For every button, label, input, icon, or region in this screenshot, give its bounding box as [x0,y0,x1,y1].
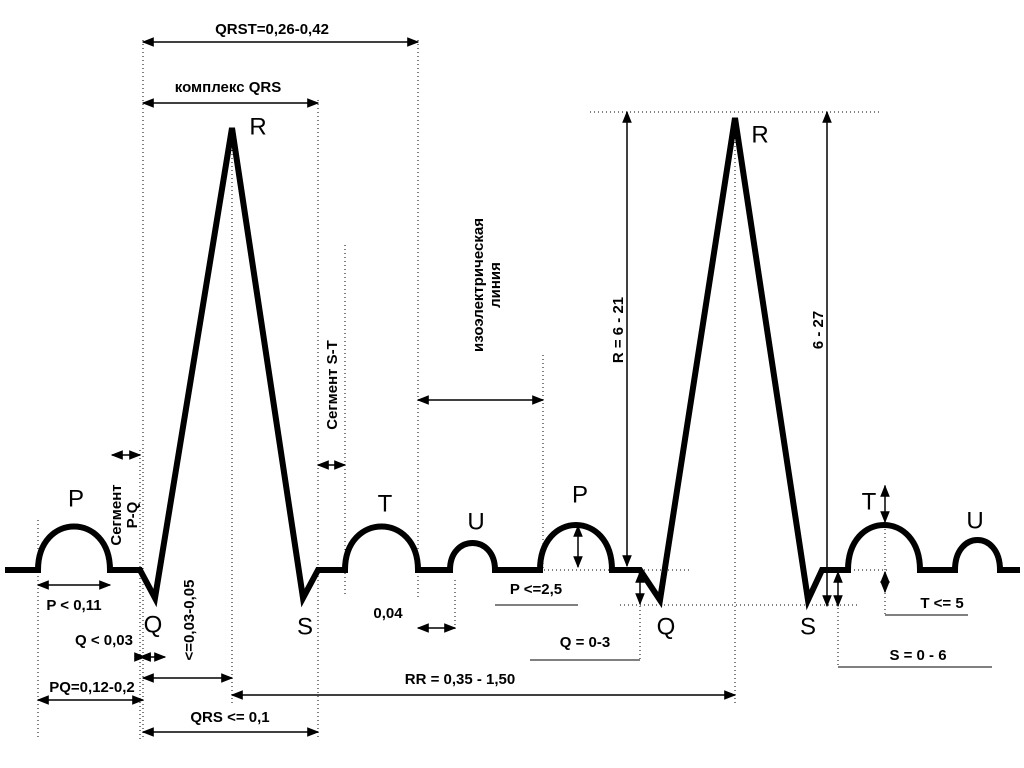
wave-label: S [800,613,816,640]
label: RR = 0,35 - 1,50 [405,671,515,688]
label: Сегмент S-T [324,340,341,430]
label: Сегмент [108,484,125,545]
wave-label: U [966,507,983,534]
label: PQ=0,12-0,2 [49,679,134,696]
wave-label: S [297,613,313,640]
label: Q < 0,03 [75,632,133,649]
label: R = 6 - 21 [610,297,627,363]
wave-label: Q [144,611,163,638]
wave-label: Q [657,613,676,640]
wave-label: T [862,488,877,515]
label: QRS <= 0,1 [190,709,269,726]
label: QRST=0,26-0,42 [215,21,329,38]
label: 0,04 [373,605,403,622]
label: P < 0,11 [46,597,101,614]
label: S = 0 - 6 [889,647,946,664]
label: <=0,03-0,05 [181,580,198,661]
wave-label: T [378,490,393,517]
label: P-Q [124,501,141,528]
ecg-trace [5,117,1020,611]
wave-label: R [249,113,266,140]
label: комплекс QRS [175,79,281,96]
label: T <= 5 [920,595,963,612]
label: изоэлектрическая [470,218,487,352]
wave-label: U [467,508,484,535]
label: Q = 0-3 [560,634,610,651]
wave-label: P [68,485,84,512]
wave-label: R [751,121,768,148]
label: P <=2,5 [510,581,562,598]
wave-label: P [572,481,588,508]
label: 6 - 27 [810,311,827,349]
label: линия [487,262,504,308]
